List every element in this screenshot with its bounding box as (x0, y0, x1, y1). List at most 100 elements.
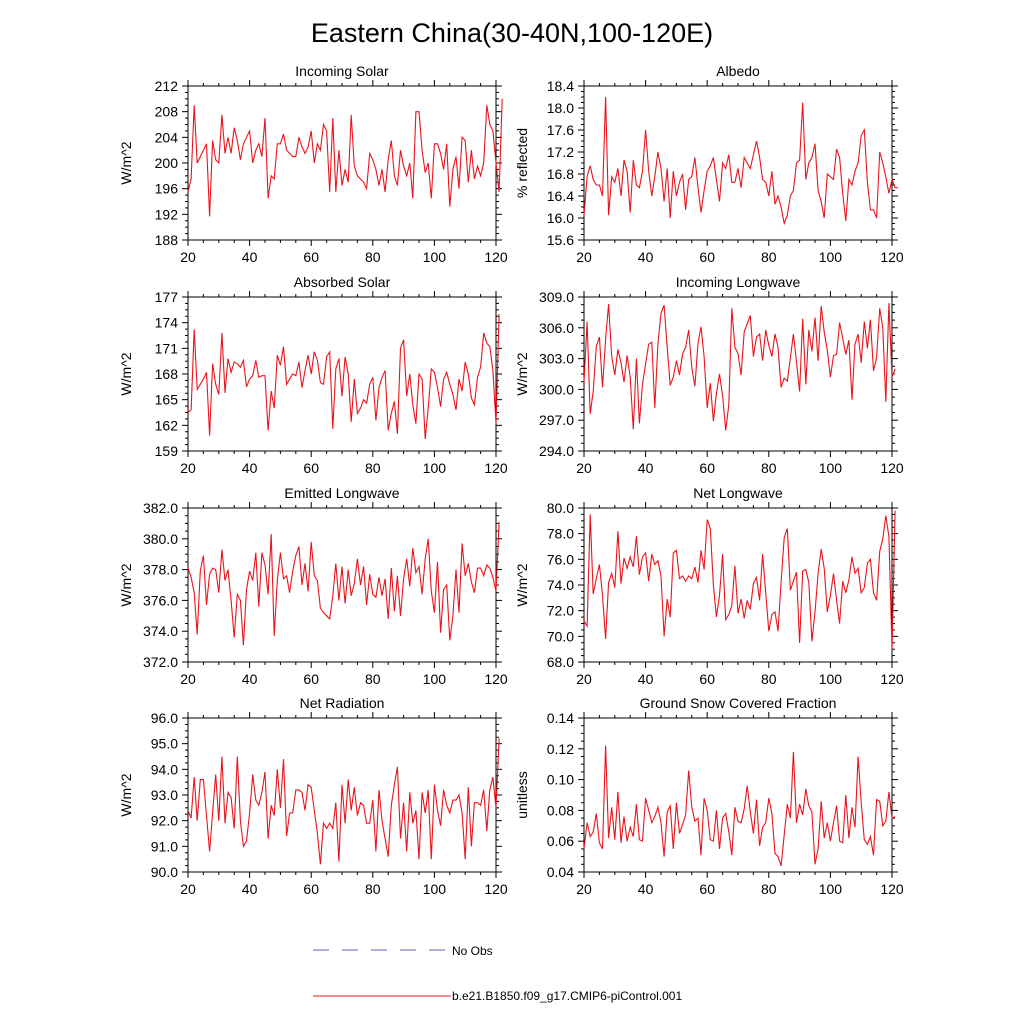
y-tick-label: 294.0 (539, 443, 574, 459)
y-tick-label: 90.0 (151, 864, 178, 880)
y-axis-label: W/m^2 (514, 563, 530, 606)
x-tick-label: 100 (423, 671, 447, 687)
series-line (583, 510, 896, 650)
legend-model-label: b.e21.B1850.f09_g17.CMIP6-piControl.001 (452, 989, 682, 1003)
x-tick-label: 100 (423, 881, 447, 897)
x-tick-label: 20 (576, 881, 592, 897)
legend: No Obs b.e21.B1850.f09_g17.CMIP6-piContr… (313, 944, 682, 1003)
y-tick-label: 303.0 (539, 351, 574, 367)
y-tick-label: 204 (155, 129, 179, 145)
x-tick-label: 60 (699, 249, 715, 265)
y-tick-label: 0.10 (547, 772, 574, 788)
y-tick-label: 76.0 (547, 551, 574, 567)
y-tick-label: 95.0 (151, 736, 178, 752)
x-tick-label: 20 (576, 249, 592, 265)
x-tick-label: 100 (819, 460, 843, 476)
series-line (583, 303, 896, 431)
y-tick-label: 208 (155, 104, 179, 120)
panels: Incoming Solar W/m^2 188 192 196 200 204 208 212… (118, 63, 904, 897)
y-tick-label: 372.0 (143, 654, 178, 670)
y-tick-label: 380.0 (143, 531, 178, 547)
series-line (187, 314, 500, 440)
y-tick-label: 165 (155, 392, 179, 408)
legend-obs-label: No Obs (452, 944, 493, 958)
y-tick-label: 16.8 (547, 166, 574, 182)
y-tick-label: 91.0 (151, 838, 178, 854)
y-tick-label: 17.6 (547, 122, 574, 138)
y-tick-label: 92.0 (151, 813, 178, 829)
y-tick-label: 0.04 (547, 864, 574, 880)
y-tick-label: 15.6 (547, 232, 574, 248)
y-tick-label: 68.0 (547, 654, 574, 670)
series-line (187, 738, 500, 865)
y-tick-label: 96.0 (151, 710, 178, 726)
y-tick-label: 17.2 (547, 144, 574, 160)
y-tick-label: 16.0 (547, 210, 574, 226)
x-tick-label: 120 (880, 881, 904, 897)
y-tick-label: 72.0 (547, 603, 574, 619)
y-tick-label: 16.4 (547, 188, 574, 204)
y-tick-label: 0.14 (547, 710, 574, 726)
x-tick-label: 20 (180, 881, 196, 897)
panel-6: Net Longwave W/m^2 68.0 70.0 72.0 74.0 76.0 78.… (514, 485, 904, 687)
y-tick-label: 374.0 (143, 623, 178, 639)
x-tick-label: 60 (303, 249, 319, 265)
x-tick-label: 120 (880, 671, 904, 687)
panel-title: Absorbed Solar (294, 274, 391, 290)
x-tick-label: 80 (761, 671, 777, 687)
series-line (583, 96, 899, 226)
panel-4: Incoming Longwave W/m^2 294.0 297.0 300.0 303… (514, 274, 904, 476)
y-tick-label: 93.0 (151, 787, 178, 803)
x-tick-label: 40 (242, 460, 258, 476)
x-tick-label: 20 (180, 671, 196, 687)
panel-title: Ground Snow Covered Fraction (640, 695, 837, 711)
y-tick-label: 192 (155, 206, 179, 222)
series-line (187, 521, 500, 646)
x-tick-label: 40 (638, 671, 654, 687)
x-tick-label: 120 (880, 460, 904, 476)
x-tick-label: 120 (484, 460, 508, 476)
x-tick-label: 60 (699, 460, 715, 476)
y-axis-label: W/m^2 (514, 352, 530, 395)
y-tick-label: 18.0 (547, 100, 574, 116)
x-tick-label: 80 (365, 249, 381, 265)
x-tick-label: 60 (699, 881, 715, 897)
panel-8: Ground Snow Covered Fraction unitless 0.04… (514, 695, 904, 897)
panel-title: Net Longwave (693, 485, 783, 501)
panel-7: Net Radiation W/m^2 90.0 91.0 92.0 93.0 94.0 95… (118, 695, 508, 897)
y-tick-label: 159 (155, 443, 179, 459)
y-tick-label: 80.0 (547, 500, 574, 516)
x-tick-label: 100 (819, 249, 843, 265)
panel-title: Net Radiation (300, 695, 385, 711)
x-tick-label: 100 (423, 460, 447, 476)
panel-title: Incoming Solar (295, 63, 389, 79)
x-tick-label: 80 (761, 881, 777, 897)
y-tick-label: 168 (155, 366, 179, 382)
x-tick-label: 40 (638, 881, 654, 897)
y-tick-label: 70.0 (547, 628, 574, 644)
x-tick-label: 40 (638, 460, 654, 476)
y-tick-label: 196 (155, 181, 179, 197)
x-tick-label: 20 (576, 671, 592, 687)
y-tick-label: 300.0 (539, 381, 574, 397)
x-tick-label: 80 (365, 881, 381, 897)
x-tick-label: 100 (819, 671, 843, 687)
x-tick-label: 40 (242, 881, 258, 897)
y-tick-label: 171 (155, 340, 179, 356)
x-tick-label: 80 (365, 460, 381, 476)
panel-title: Incoming Longwave (676, 274, 801, 290)
x-tick-label: 80 (761, 460, 777, 476)
panel-5: Emitted Longwave W/m^2 372.0 374.0 376.0 378.… (118, 485, 508, 687)
y-axis-label: W/m^2 (118, 773, 134, 816)
x-tick-label: 20 (180, 460, 196, 476)
y-tick-label: 378.0 (143, 562, 178, 578)
y-tick-label: 376.0 (143, 592, 178, 608)
y-tick-label: 0.06 (547, 833, 574, 849)
y-axis-label: % reflected (514, 128, 530, 198)
x-tick-label: 40 (638, 249, 654, 265)
x-tick-label: 40 (242, 671, 258, 687)
y-tick-label: 212 (155, 78, 179, 94)
figure-title: Eastern China(30-40N,100-120E) (311, 18, 713, 48)
y-tick-label: 18.4 (547, 78, 574, 94)
